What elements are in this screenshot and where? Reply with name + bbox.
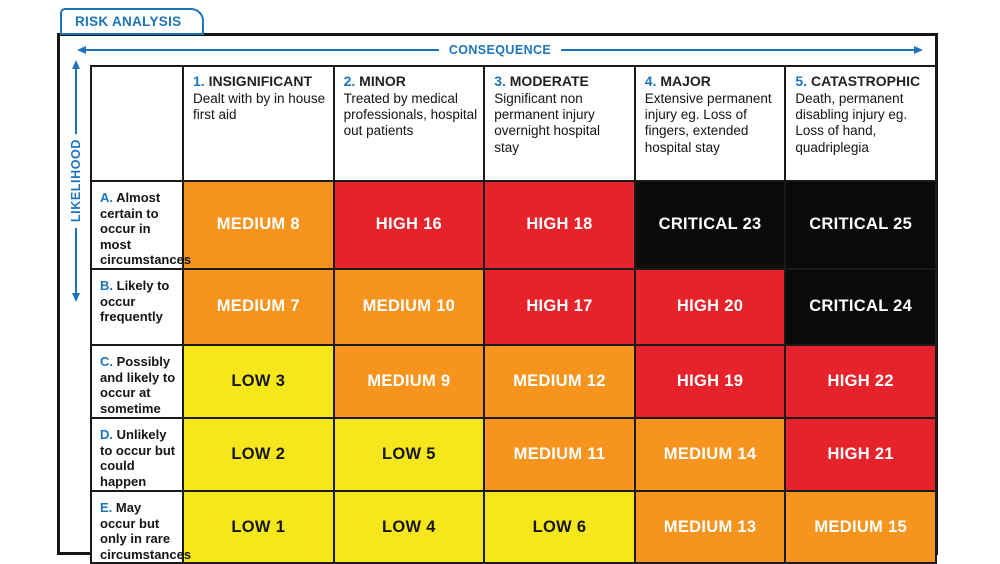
risk-cell: MEDIUM 7 bbox=[182, 267, 335, 346]
tab-title: RISK ANALYSIS bbox=[75, 14, 182, 29]
column-header-minor: 2. MINOR Treated by medical professional… bbox=[332, 65, 486, 182]
row-letter: C. bbox=[100, 353, 113, 369]
row-description: Unlikely to occur but could happen bbox=[100, 426, 176, 489]
consequence-axis: CONSEQUENCE bbox=[77, 37, 923, 63]
risk-cell: CRITICAL 23 bbox=[633, 180, 787, 270]
matrix-row-c: C. Possibly and likely to occur at somet… bbox=[90, 343, 937, 419]
column-description: Extensive permanent injury eg. Loss of f… bbox=[644, 90, 772, 155]
column-header-insignificant: 1. INSIGNIFICANT Dealt with by in house … bbox=[182, 65, 335, 182]
risk-cell: MEDIUM 11 bbox=[483, 416, 636, 492]
risk-cell: LOW 2 bbox=[182, 416, 335, 492]
axis-line bbox=[75, 69, 77, 135]
axis-line bbox=[561, 49, 914, 51]
risk-cell: HIGH 19 bbox=[633, 343, 787, 419]
column-description: Treated by medical professionals, hospit… bbox=[343, 90, 478, 139]
risk-cell: HIGH 16 bbox=[332, 180, 486, 270]
axis-line bbox=[86, 49, 439, 51]
arrow-up-icon bbox=[72, 60, 80, 69]
row-letter: B. bbox=[100, 277, 113, 293]
risk-cell: MEDIUM 14 bbox=[633, 416, 787, 492]
arrow-right-icon bbox=[914, 46, 923, 54]
risk-cell: MEDIUM 13 bbox=[633, 489, 787, 564]
risk-cell: HIGH 21 bbox=[784, 416, 937, 492]
row-letter: D. bbox=[100, 426, 113, 442]
axis-line bbox=[75, 227, 77, 293]
column-number: 2. bbox=[343, 73, 356, 89]
column-number: 3. bbox=[494, 73, 506, 89]
risk-analysis-tab: RISK ANALYSIS bbox=[60, 8, 204, 35]
risk-cell: LOW 3 bbox=[182, 343, 335, 419]
risk-cell: CRITICAL 24 bbox=[784, 267, 937, 346]
matrix-row-b: B. Likely to occur frequently MEDIUM 7 M… bbox=[90, 267, 937, 346]
risk-cell: HIGH 17 bbox=[483, 267, 636, 346]
column-header-catastrophic: 5. CATASTROPHIC Death, permanent disabli… bbox=[784, 65, 937, 182]
row-description: May occur but only in rare circumstances bbox=[100, 499, 192, 562]
column-description: Significant non permanent injury overnig… bbox=[494, 90, 601, 155]
column-header-major: 4. MAJOR Extensive permanent injury eg. … bbox=[633, 65, 787, 182]
matrix-row-e: E. May occur but only in rare circumstan… bbox=[90, 489, 937, 564]
risk-cell: LOW 1 bbox=[182, 489, 335, 564]
column-title: MINOR bbox=[359, 73, 406, 89]
risk-cell: HIGH 22 bbox=[784, 343, 937, 419]
column-title: INSIGNIFICANT bbox=[208, 73, 313, 89]
column-title: CATASTROPHIC bbox=[810, 73, 921, 89]
row-description: Almost certain to occur in most circumst… bbox=[100, 190, 192, 268]
likelihood-axis: LIKELIHOOD bbox=[65, 60, 87, 302]
header-row: 1. INSIGNIFICANT Dealt with by in house … bbox=[90, 65, 937, 182]
risk-cell: HIGH 18 bbox=[483, 180, 636, 270]
row-letter: A. bbox=[100, 190, 113, 205]
risk-cell: MEDIUM 9 bbox=[332, 343, 486, 419]
risk-cell: LOW 4 bbox=[332, 489, 486, 564]
row-letter: E. bbox=[100, 499, 113, 515]
arrow-down-icon bbox=[72, 293, 80, 302]
risk-cell: MEDIUM 8 bbox=[182, 180, 335, 270]
column-description: Dealt with by in house first aid bbox=[193, 90, 326, 122]
column-number: 5. bbox=[795, 73, 808, 89]
row-header-c: C. Possibly and likely to occur at somet… bbox=[90, 343, 184, 419]
risk-matrix-table: 1. INSIGNIFICANT Dealt with by in house … bbox=[90, 65, 937, 564]
matrix-frame: CONSEQUENCE LIKELIHOOD 1. INSIGNIFICANT … bbox=[57, 33, 938, 564]
column-title: MODERATE bbox=[509, 73, 589, 89]
row-header-b: B. Likely to occur frequently bbox=[90, 267, 184, 346]
column-title: MAJOR bbox=[660, 73, 711, 89]
consequence-axis-label: CONSEQUENCE bbox=[448, 43, 552, 57]
risk-cell: LOW 6 bbox=[483, 489, 636, 564]
arrow-left-icon bbox=[77, 46, 86, 54]
matrix-row-d: D. Unlikely to occur but could happen LO… bbox=[90, 416, 937, 492]
column-description: Death, permanent disabling injury eg. Lo… bbox=[795, 90, 908, 155]
risk-cell: MEDIUM 10 bbox=[332, 267, 486, 346]
corner-cell bbox=[90, 65, 184, 182]
risk-cell: MEDIUM 15 bbox=[784, 489, 937, 564]
column-number: 4. bbox=[644, 73, 657, 89]
row-description: Likely to occur frequently bbox=[100, 277, 170, 325]
column-header-moderate: 3. MODERATE Significant non permanent in… bbox=[483, 65, 636, 182]
risk-cell: MEDIUM 12 bbox=[483, 343, 636, 419]
matrix-row-a: A. Almost certain to occur in most circu… bbox=[90, 180, 937, 270]
likelihood-axis-label: LIKELIHOOD bbox=[69, 139, 83, 223]
risk-cell: HIGH 20 bbox=[633, 267, 787, 346]
row-header-a: A. Almost certain to occur in most circu… bbox=[90, 180, 191, 270]
row-header-d: D. Unlikely to occur but could happen bbox=[90, 416, 184, 492]
row-header-e: E. May occur but only in rare circumstan… bbox=[90, 489, 191, 564]
risk-cell: CRITICAL 25 bbox=[784, 180, 937, 270]
row-description: Possibly and likely to occur at sometime bbox=[100, 353, 176, 416]
column-number: 1. bbox=[193, 73, 205, 89]
risk-cell: LOW 5 bbox=[332, 416, 486, 492]
